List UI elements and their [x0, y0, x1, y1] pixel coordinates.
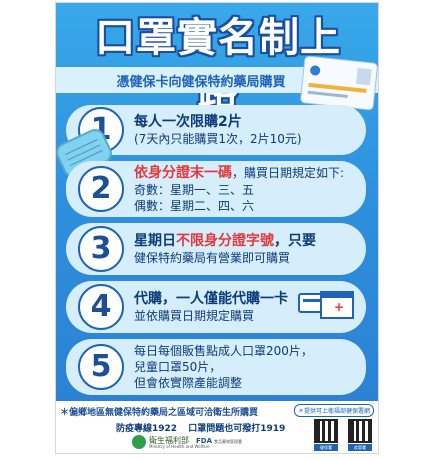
rule-2-line-3: 偶數：星期二、四、六	[134, 199, 255, 213]
rule-item-3: 3 星期日不限身分證字號，只要 健保特約藥局有營業即可購買	[66, 223, 366, 275]
rule-1-line-1: 每人一次限購2片	[134, 114, 242, 130]
rule-item-1: 1 每人一次限購2片 (7天內只能購買1次，2片10元)	[66, 105, 366, 155]
rule-5-line-2: 兒童口罩50片，	[134, 360, 222, 374]
fda-logo: FDA 食品藥物管理署	[196, 437, 242, 445]
rule-text-2: 依身分證末一碼，購買日期規定如下: 奇數：星期一、三、五 偶數：星期二、四、六	[134, 164, 344, 214]
nhi-card-stripe-2	[307, 90, 348, 98]
rule-text-4: 代購，一人僅能代購一卡 並依購買日期規定購買	[134, 290, 288, 324]
rule-number-5: 5	[78, 344, 124, 390]
rule-3-line-1: 星期日不限身分證字號，只要	[134, 232, 316, 250]
hotline-1922: 防疫專線1922	[116, 424, 178, 434]
health-card-bar	[303, 299, 321, 302]
rule-2-highlight: 依身分證末一碼	[134, 165, 232, 181]
rule-5-line-3: 但會依實際產能調整	[134, 376, 243, 390]
rule-number-2: 2	[78, 166, 124, 212]
footer: ＊偏鄉地區無健保特約藥局之區域可洽衛生所購買 ＊提供可上衛福部健保署網 防疫專線…	[56, 401, 378, 453]
rule-3-sunday: 星期日	[134, 233, 176, 249]
hotline-1919: 口罩問題也可撥打1919	[188, 424, 286, 434]
rule-3-highlight: 不限身分證字號	[176, 233, 274, 249]
rule-item-4: 4 代購，一人僅能代購一卡 並依購買日期規定購買 +	[66, 281, 366, 333]
fda-subtitle: 食品藥物管理署	[214, 439, 243, 444]
qr-code-icon[interactable]	[314, 419, 338, 443]
rule-text-1: 每人一次限購2片 (7天內只能購買1次，2片10元)	[134, 113, 302, 147]
pharmacy-cross: +	[334, 300, 345, 314]
qr-label-2: 疾管署	[348, 444, 372, 451]
rule-item-2: 2 依身分證末一碼，購買日期規定如下: 奇數：星期一、三、五 偶數：星期二、四、…	[66, 161, 366, 217]
rule-4-line-1: 代購，一人僅能代購一卡	[134, 291, 288, 307]
poster: 口罩實名制上路 憑健保卡向健保特約藥局購買 1 每人一次限購2片 (7天內只能購…	[55, 2, 379, 454]
rule-3-line-1-rest: ，只要	[274, 233, 316, 249]
rule-2-line-2: 奇數：星期一、三、五	[134, 183, 255, 197]
rule-number-3: 3	[78, 226, 124, 272]
footer-badge: ＊提供可上衛福部健保署網	[293, 404, 374, 417]
nhi-card-icon	[299, 55, 378, 111]
qr-label-1: 健保署	[314, 444, 338, 451]
subtitle: 憑健保卡向健保特約藥局購買	[116, 75, 286, 90]
ministry-emblem-icon	[132, 435, 146, 449]
rule-2-line-1-rest: ，購買日期規定如下:	[232, 166, 345, 180]
rule-text-3: 星期日不限身分證字號，只要 健保特約藥局有營業即可購買	[134, 232, 316, 266]
pharmacy-roof	[320, 291, 354, 298]
hotlines: 防疫專線1922 口罩問題也可撥打1919	[116, 421, 293, 434]
rule-number-4: 4	[78, 284, 124, 330]
rule-3-line-2: 健保特約藥局有營業即可購買	[134, 251, 291, 265]
fda-name: FDA	[196, 437, 213, 445]
nhi-card-chip	[309, 64, 321, 76]
ministry-name-en: Ministry of Health and Welfare	[149, 444, 210, 449]
rule-1-line-2: (7天內只能購買1次，2片10元)	[134, 132, 302, 146]
rule-text-5: 每日每個販售點成人口罩200片， 兒童口罩50片， 但會依實際產能調整	[134, 343, 313, 391]
ministry-name: 衛生福利部	[149, 436, 189, 445]
rule-item-5: 5 每日每個販售點成人口罩200片， 兒童口罩50片， 但會依實際產能調整	[66, 339, 366, 395]
nhi-card-photo	[356, 67, 372, 86]
qr-code-icon[interactable]	[348, 419, 372, 443]
rule-2-line-1: 依身分證末一碼，購買日期規定如下:	[134, 164, 344, 182]
footer-notice: ＊偏鄉地區無健保特約藥局之區域可洽衛生所購買	[60, 408, 259, 418]
rule-5-line-1: 每日每個販售點成人口罩200片，	[134, 344, 313, 358]
pharmacy-icon: +	[320, 291, 354, 319]
rule-4-line-2: 並依購買日期規定購買	[134, 309, 255, 323]
